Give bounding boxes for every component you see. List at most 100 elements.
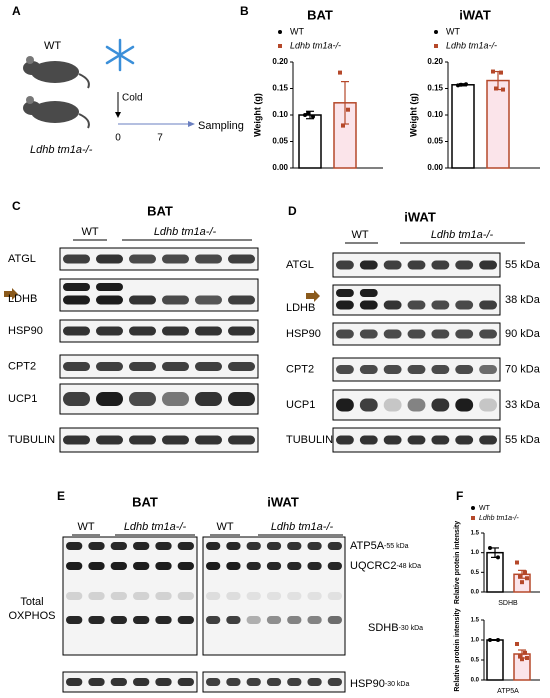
band bbox=[66, 562, 83, 570]
group-label: Ldhb tm1a-/- bbox=[271, 521, 334, 533]
band bbox=[266, 592, 282, 600]
band bbox=[327, 542, 342, 550]
band bbox=[129, 362, 156, 371]
legend-label: Ldhb tm1a-/- bbox=[479, 515, 519, 522]
band bbox=[336, 329, 354, 339]
row-label: LDHB bbox=[286, 302, 315, 314]
blot bbox=[62, 671, 198, 693]
band bbox=[226, 616, 241, 624]
data-point bbox=[303, 113, 307, 117]
band bbox=[336, 398, 354, 412]
band bbox=[129, 254, 156, 264]
band bbox=[226, 562, 241, 570]
row-label: ATGL bbox=[8, 253, 36, 265]
y-tick-label: 0.15 bbox=[427, 84, 443, 93]
band bbox=[155, 562, 172, 570]
band bbox=[96, 295, 123, 305]
group-label: Ldhb tm1a-/- bbox=[431, 229, 494, 241]
band bbox=[162, 326, 189, 336]
blot bbox=[59, 319, 259, 343]
band bbox=[383, 300, 402, 310]
row-label: CPT2 bbox=[286, 363, 314, 375]
band bbox=[226, 678, 241, 686]
chart-title: BAT bbox=[307, 7, 333, 22]
band bbox=[359, 365, 378, 374]
data-point bbox=[496, 555, 500, 560]
y-tick-label: 0.10 bbox=[272, 110, 288, 119]
size-label: -55 kDa bbox=[384, 543, 409, 550]
band bbox=[228, 392, 255, 406]
data-point bbox=[456, 83, 460, 88]
band bbox=[63, 283, 90, 291]
data-point bbox=[341, 123, 345, 128]
band bbox=[63, 362, 90, 371]
y-axis-label: Weight (g) bbox=[252, 93, 262, 137]
protein-label: UQCRC2-48 kDa bbox=[350, 560, 421, 572]
band bbox=[246, 592, 261, 600]
band bbox=[88, 542, 105, 550]
band bbox=[226, 542, 241, 550]
band bbox=[110, 562, 127, 570]
band bbox=[455, 435, 474, 445]
band bbox=[383, 260, 402, 270]
band bbox=[228, 435, 255, 445]
group-label: Ldhb tm1a-/- bbox=[124, 521, 187, 533]
band bbox=[479, 300, 497, 310]
data-point bbox=[464, 82, 468, 87]
band bbox=[336, 260, 354, 270]
size-label: 55 kDa bbox=[505, 434, 541, 446]
y-tick-label: 1.0 bbox=[471, 550, 480, 556]
band bbox=[195, 392, 222, 406]
day-label: 7 bbox=[157, 133, 163, 144]
band bbox=[155, 542, 172, 550]
y-tick-label: 1.0 bbox=[471, 638, 480, 644]
band bbox=[228, 362, 255, 371]
band bbox=[66, 616, 83, 624]
band bbox=[287, 542, 302, 550]
group-label: WT bbox=[351, 229, 368, 241]
data-point bbox=[346, 107, 350, 112]
protein-name: SDHB bbox=[368, 622, 399, 634]
snowflake-icon bbox=[105, 38, 135, 72]
band bbox=[133, 678, 150, 686]
band bbox=[266, 542, 282, 550]
band bbox=[133, 592, 150, 600]
band bbox=[110, 542, 127, 550]
protein-label: HSP90-30 kDa bbox=[350, 678, 409, 690]
y-tick-label: 0.00 bbox=[427, 163, 443, 172]
y-tick-label: 0.20 bbox=[272, 57, 288, 66]
band bbox=[266, 562, 282, 570]
band bbox=[479, 398, 497, 412]
protein-label: ATP5A-55 kDa bbox=[350, 540, 409, 552]
size-label: 90 kDa bbox=[505, 328, 541, 340]
band bbox=[206, 616, 221, 624]
panel-label: E bbox=[57, 489, 65, 503]
data-point bbox=[491, 69, 495, 74]
group-label: WT bbox=[216, 521, 233, 533]
bar bbox=[298, 114, 322, 169]
band bbox=[246, 616, 261, 624]
x-axis-label: SDHB bbox=[498, 600, 518, 607]
band bbox=[129, 435, 156, 445]
band bbox=[455, 300, 474, 310]
band bbox=[359, 289, 378, 297]
y-tick-label: 0.15 bbox=[272, 84, 288, 93]
band bbox=[96, 326, 123, 336]
band bbox=[246, 542, 261, 550]
band bbox=[327, 592, 342, 600]
band bbox=[228, 326, 255, 336]
band bbox=[66, 678, 83, 686]
band bbox=[177, 562, 194, 570]
band bbox=[359, 300, 378, 310]
bar bbox=[451, 84, 475, 169]
data-point bbox=[311, 114, 315, 119]
group-name: OXPHOS bbox=[8, 610, 55, 622]
day-label: 0 bbox=[115, 133, 121, 144]
band bbox=[110, 678, 127, 686]
band bbox=[66, 542, 83, 550]
data-point bbox=[515, 560, 519, 565]
band bbox=[431, 329, 450, 339]
data-point bbox=[518, 574, 522, 579]
band bbox=[162, 435, 189, 445]
